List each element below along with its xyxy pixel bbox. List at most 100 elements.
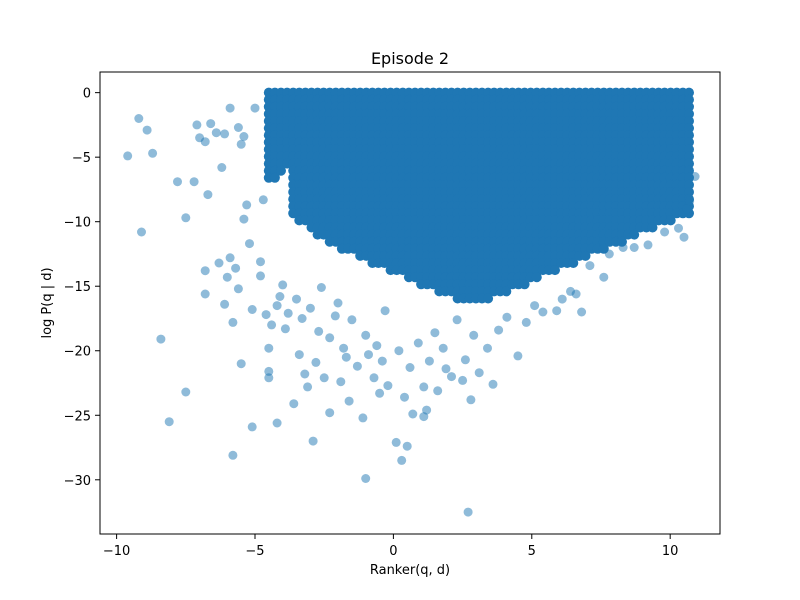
- scatter-point: [406, 363, 415, 372]
- scatter-point: [502, 313, 511, 322]
- scatter-point: [375, 389, 384, 398]
- scatter-point: [644, 240, 653, 249]
- scatter-point: [190, 177, 199, 186]
- scatter-point: [320, 373, 329, 382]
- scatter-point: [336, 377, 345, 386]
- scatter-point: [212, 128, 221, 137]
- scatter-point: [217, 163, 226, 172]
- scatter-point: [123, 151, 132, 160]
- scatter-point: [239, 215, 248, 224]
- scatter-point: [256, 257, 265, 266]
- scatter-point: [220, 300, 229, 309]
- scatter-point: [364, 350, 373, 359]
- scatter-point: [143, 126, 152, 135]
- scatter-point: [572, 290, 581, 299]
- scatter-point: [206, 119, 215, 128]
- scatter-point: [256, 271, 265, 280]
- scatter-point: [353, 362, 362, 371]
- x-tick-label: −10: [103, 544, 130, 559]
- scatter-point: [267, 320, 276, 329]
- y-tick-label: −20: [64, 345, 91, 360]
- scatter-point: [345, 397, 354, 406]
- scatter-point: [585, 261, 594, 270]
- scatter-point: [284, 309, 293, 318]
- scatter-point: [278, 280, 287, 289]
- scatter-point: [245, 239, 254, 248]
- scatter-point: [264, 344, 273, 353]
- scatter-point: [300, 370, 309, 379]
- scatter-point: [522, 318, 531, 327]
- x-axis-label: Ranker(q, d): [370, 563, 450, 578]
- y-tick-label: 0: [83, 87, 91, 102]
- scatter-point: [442, 364, 451, 373]
- scatter-point: [513, 351, 522, 360]
- scatter-point: [237, 359, 246, 368]
- scatter-point: [273, 301, 282, 310]
- scatter-point: [599, 273, 608, 282]
- scatter-point: [292, 295, 301, 304]
- scatter-point: [447, 372, 456, 381]
- y-tick-label: −5: [72, 151, 91, 166]
- y-tick-label: −30: [64, 474, 91, 489]
- y-tick-label: −15: [64, 280, 91, 295]
- scatter-point: [137, 228, 146, 237]
- scatter-point: [192, 120, 201, 129]
- scatter-point: [430, 328, 439, 337]
- scatter-point: [403, 442, 412, 451]
- scatter-point: [181, 213, 190, 222]
- scatter-point: [530, 301, 539, 310]
- scatter-point: [630, 243, 639, 252]
- scatter-point: [458, 376, 467, 385]
- scatter-point: [251, 104, 260, 113]
- scatter-point: [475, 368, 484, 377]
- chart-title: Episode 2: [371, 49, 449, 68]
- scatter-point: [248, 422, 257, 431]
- y-tick-label: −10: [64, 216, 91, 231]
- scatter-point: [381, 306, 390, 315]
- scatter-point: [223, 273, 232, 282]
- scatter-point: [339, 344, 348, 353]
- scatter-point: [289, 399, 298, 408]
- scatter-point: [220, 129, 229, 138]
- scatter-point: [494, 326, 503, 335]
- scatter-point: [165, 417, 174, 426]
- scatter-point: [361, 331, 370, 340]
- scatter-point: [425, 357, 434, 366]
- scatter-point: [234, 123, 243, 132]
- scatter-point: [148, 149, 157, 158]
- scatter-point: [262, 310, 271, 319]
- scatter-point: [414, 339, 423, 348]
- scatter-point: [552, 306, 561, 315]
- scatter-point: [156, 335, 165, 344]
- scatter-point: [422, 406, 431, 415]
- scatter-point: [134, 114, 143, 123]
- scatter-point: [372, 341, 381, 350]
- scatter-point: [682, 204, 691, 213]
- scatter-point: [577, 308, 586, 317]
- y-tick-label: −25: [64, 409, 91, 424]
- scatter-point: [306, 304, 315, 313]
- scatter-point: [691, 172, 700, 181]
- scatter-point: [660, 228, 669, 237]
- scatter-point: [483, 344, 492, 353]
- scatter-point: [309, 437, 318, 446]
- scatter-point: [489, 380, 498, 389]
- scatter-point: [383, 381, 392, 390]
- scatter-point: [173, 177, 182, 186]
- scatter-point: [311, 358, 320, 367]
- scatter-point: [234, 284, 243, 293]
- scatter-point: [237, 140, 246, 149]
- scatter-point: [605, 250, 614, 259]
- plot-area: [100, 72, 720, 534]
- scatter-point: [400, 393, 409, 402]
- scatter-point: [433, 386, 442, 395]
- scatter-point: [469, 331, 478, 340]
- scatter-point: [361, 474, 370, 483]
- scatter-point: [275, 292, 284, 301]
- scatter-point: [242, 200, 251, 209]
- scatter-point: [273, 419, 282, 428]
- x-tick-label: −5: [245, 544, 264, 559]
- scatter-point: [228, 318, 237, 327]
- scatter-point: [215, 259, 224, 268]
- scatter-point: [674, 224, 683, 233]
